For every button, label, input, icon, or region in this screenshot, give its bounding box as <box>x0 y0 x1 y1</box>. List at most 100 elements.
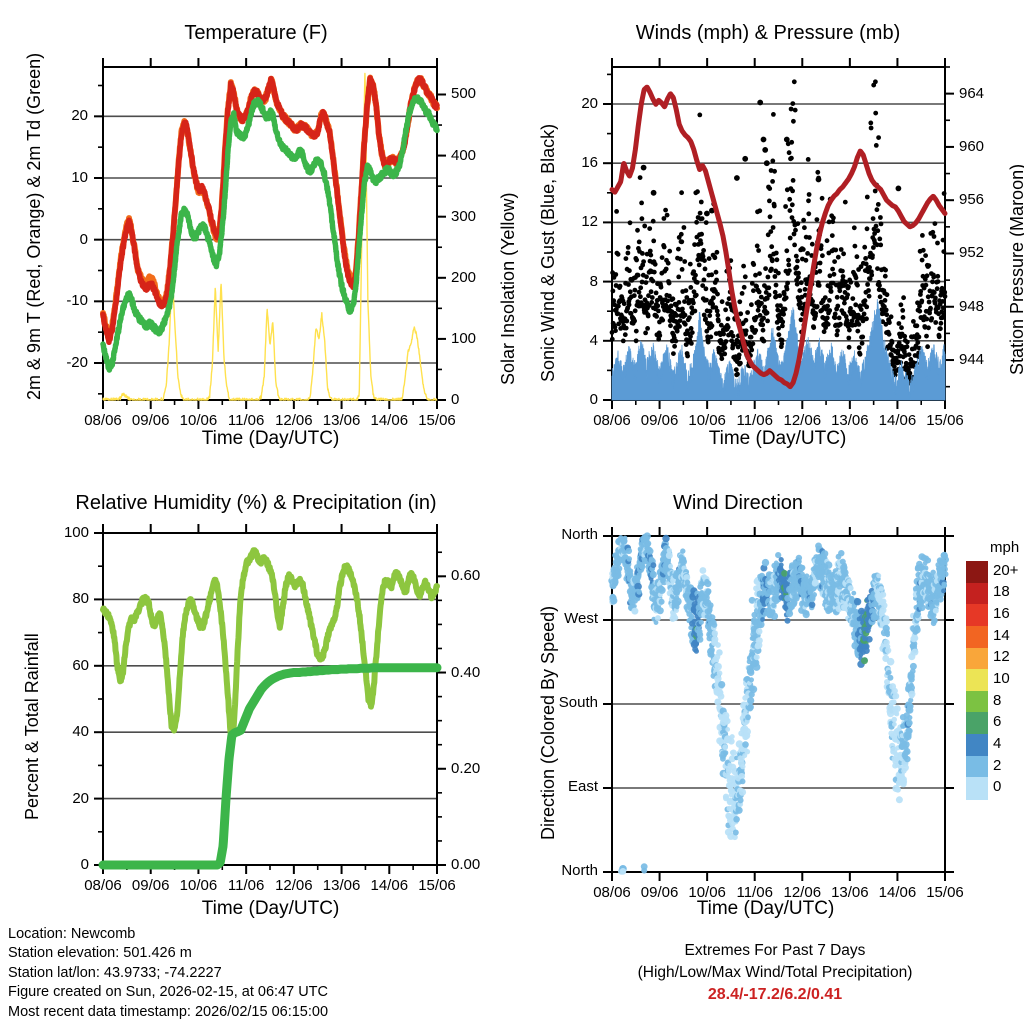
y-tick-label: 4 <box>589 331 598 349</box>
y2-tick-label: 0.00 <box>451 856 481 873</box>
y2-tick-label: 956 <box>959 191 985 209</box>
y-tick-label: South <box>558 694 598 711</box>
x-tick-label: 13/06 <box>831 412 869 429</box>
y-tick-label: -20 <box>66 354 88 371</box>
colorbar-tick-label: 4 <box>993 734 1002 752</box>
y2-tick-label: 0 <box>451 391 460 408</box>
colorbar-tick-label: 0 <box>993 778 1002 796</box>
colorbar-tick-label: 14 <box>993 626 1010 644</box>
axis-label-y2-pressure: Station Pressure (Maroon) <box>1007 163 1024 375</box>
colorbar-unit-label: mph <box>990 539 1020 556</box>
y2-tick-label: 100 <box>451 329 477 347</box>
chart-svg-wind-direction <box>603 527 954 881</box>
axis-label-y-temperature: 2m & 9m T (Red, Orange) & 2m Td (Green) <box>24 52 44 400</box>
x-tick-label: 08/06 <box>84 412 122 429</box>
chart-panel-wind-direction: Wind Direction Direction (Colored By Spe… <box>512 460 1024 920</box>
x-tick-label: 15/06 <box>418 877 456 894</box>
chart-panel-temperature: Temperature (F) 2m & 9m T (Red, Orange) … <box>0 0 518 460</box>
axis-label-x-winds-pressure: Time (Day/UTC) <box>708 428 847 449</box>
station-location: Location: Newcomb <box>8 926 136 942</box>
colorbar-tick-label: 6 <box>993 713 1002 731</box>
y2-tick-label: 944 <box>959 351 985 369</box>
colorbar-tick-label: 12 <box>993 648 1010 666</box>
x-tick-label: 09/06 <box>640 412 679 429</box>
colorbar-tick-label: 2 <box>993 756 1002 774</box>
colorbar-swatch <box>966 712 988 735</box>
chart-title-humidity-precip: Relative Humidity (%) & Precipitation (i… <box>75 492 437 514</box>
colorbar-tick-label: 16 <box>993 605 1010 623</box>
colorbar-swatch <box>966 625 988 649</box>
x-tick-label: 11/06 <box>227 877 265 894</box>
colorbar-swatch <box>966 647 988 670</box>
x-tick-label: 13/06 <box>322 412 361 429</box>
x-tick-label: 12/06 <box>783 412 822 429</box>
station-info-block: Location: Newcomb Station elevation: 501… <box>8 925 328 1022</box>
chart-svg-winds-pressure <box>603 58 954 409</box>
axis-label-x-temperature: Time (Day/UTC) <box>201 428 340 449</box>
chart-title-temperature: Temperature (F) <box>184 22 328 44</box>
x-tick-label: 14/06 <box>878 412 917 429</box>
x-tick-label: 12/06 <box>275 412 313 429</box>
x-tick-label: 10/06 <box>688 412 726 429</box>
x-tick-label: 14/06 <box>370 877 409 894</box>
x-tick-label: 15/06 <box>418 412 456 429</box>
figure-created: Figure created on Sun, 2026-02-15, at 06… <box>8 984 328 1001</box>
y-tick-label: 0 <box>589 391 598 408</box>
colorbar-swatch <box>966 734 988 757</box>
y-tick-label: 20 <box>71 107 88 125</box>
y-tick-label: North <box>561 862 598 879</box>
x-tick-label: 11/06 <box>736 412 773 429</box>
y2-tick-label: 400 <box>451 146 477 164</box>
x-tick-label: 09/06 <box>640 884 679 901</box>
y2-tick-label: 0.20 <box>451 759 481 777</box>
colorbar-swatch <box>966 755 988 778</box>
y2-tick-label: 200 <box>451 268 477 286</box>
colorbar-swatch <box>966 690 988 714</box>
colorbar-tick-label: 8 <box>993 691 1002 709</box>
x-tick-label: 12/06 <box>783 884 822 901</box>
x-tick-label: 08/06 <box>593 884 631 901</box>
y-tick-label: 12 <box>581 213 598 231</box>
y2-tick-label: 952 <box>959 244 985 262</box>
axis-label-y-wind-direction: Direction (Colored By Speed) <box>538 605 558 840</box>
x-tick-label: 12/06 <box>275 877 313 894</box>
x-tick-label: 15/06 <box>926 884 964 901</box>
x-tick-label: 14/06 <box>878 884 917 901</box>
y-tick-label: 100 <box>63 524 89 541</box>
extremes-heading: Extremes For Past 7 Days <box>684 942 866 959</box>
colorbar-swatch <box>966 561 988 584</box>
y2-tick-label: 948 <box>959 297 985 315</box>
y-tick-label: North <box>561 526 598 543</box>
y-tick-label: 8 <box>589 272 598 290</box>
y-tick-label: 20 <box>72 789 89 807</box>
y-tick-label: East <box>567 778 598 795</box>
y-tick-label: -10 <box>66 292 88 310</box>
x-tick-label: 09/06 <box>131 412 170 429</box>
y-tick-label: 20 <box>581 95 598 112</box>
chart-svg-temperature <box>94 58 446 409</box>
x-tick-label: 09/06 <box>131 877 170 894</box>
y2-tick-label: 0.40 <box>451 663 481 681</box>
colorbar-swatch <box>966 604 988 627</box>
x-tick-label: 08/06 <box>84 877 122 894</box>
y2-tick-label: 300 <box>451 207 477 225</box>
x-tick-label: 15/06 <box>926 412 964 429</box>
y2-tick-label: 0.60 <box>451 567 481 585</box>
y2-tick-label: 960 <box>959 137 985 155</box>
chart-panel-humidity-precip: Relative Humidity (%) & Precipitation (i… <box>0 460 512 920</box>
y-tick-label: 80 <box>72 590 89 608</box>
colorbar-swatch <box>966 777 988 800</box>
axis-label-x-humidity-precip: Time (Day/UTC) <box>201 898 340 919</box>
x-tick-label: 11/06 <box>736 884 773 901</box>
x-tick-label: 10/06 <box>688 884 726 901</box>
chart-svg-humidity-precip <box>94 524 446 874</box>
x-tick-label: 11/06 <box>227 412 265 429</box>
y2-tick-label: 964 <box>959 84 985 102</box>
x-tick-label: 08/06 <box>593 412 631 429</box>
y-tick-label: 0 <box>80 856 89 873</box>
axis-label-x-wind-direction: Time (Day/UTC) <box>696 898 835 919</box>
y-tick-label: 16 <box>581 154 598 172</box>
x-tick-label: 13/06 <box>831 884 869 901</box>
colorbar-swatch <box>966 582 988 605</box>
y-tick-label: 0 <box>79 230 88 248</box>
